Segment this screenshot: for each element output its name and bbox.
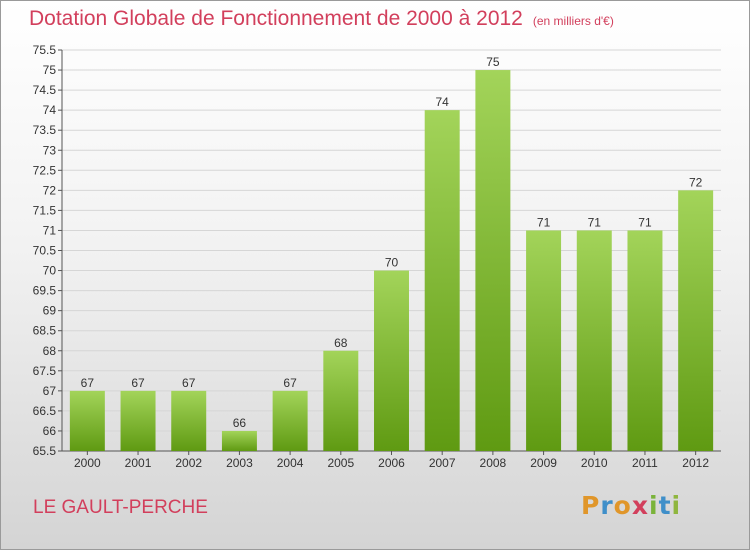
logo-letter: x (631, 491, 649, 520)
logo-letter: i (649, 491, 659, 520)
y-tick-label: 69 (43, 304, 57, 318)
bar (576, 230, 612, 451)
proxiti-logo: Proxiti (581, 491, 681, 520)
data-label: 67 (182, 376, 196, 390)
x-tick-label: 2004 (277, 456, 304, 470)
logo-letter: i (671, 491, 682, 520)
y-tick-label: 73.5 (33, 123, 57, 137)
data-label: 71 (638, 215, 652, 229)
y-tick-label: 66.5 (33, 404, 57, 418)
y-tick-label: 68.5 (33, 324, 57, 338)
x-tick-label: 2007 (429, 456, 456, 470)
y-tick-label: 72 (43, 183, 57, 197)
data-label: 67 (283, 376, 297, 390)
data-label: 71 (537, 215, 551, 229)
x-tick-label: 2006 (378, 456, 405, 470)
y-tick-label: 67 (43, 384, 57, 398)
bar (272, 390, 308, 451)
bar (323, 350, 359, 451)
y-tick-label: 74.5 (33, 83, 57, 97)
y-tick-label: 74 (43, 103, 57, 117)
labels: 65.5 66 66.5 67 67.5 68 68.5 69 69.5 70 70.5 71 71.5… (33, 43, 710, 470)
data-label: 67 (131, 376, 145, 390)
y-tick-label: 65.5 (33, 444, 57, 458)
bar (221, 430, 257, 451)
data-label: 74 (436, 95, 450, 109)
bar (120, 390, 156, 451)
x-tick-label: 2012 (682, 456, 709, 470)
y-tick-label: 71.5 (33, 203, 57, 217)
bar (678, 190, 714, 451)
y-tick-label: 70 (43, 264, 57, 278)
logo-letter: t (658, 491, 672, 520)
commune-name: LE GAULT-PERCHE (33, 497, 208, 518)
chart-unit: (en milliers d'€) (532, 14, 614, 28)
x-tick-label: 2010 (581, 456, 608, 470)
bar (475, 70, 511, 452)
bar (374, 270, 409, 451)
chart-title: Dotation Globale de Fonctionnement de 20… (29, 7, 614, 31)
bar (627, 230, 663, 451)
bar (526, 230, 562, 451)
y-tick-label: 66 (43, 424, 57, 438)
bar (69, 390, 105, 451)
chart-title-text: Dotation Globale de Fonctionnement de 20… (29, 7, 523, 30)
y-tick-label: 68 (43, 344, 57, 358)
data-label: 75 (486, 55, 500, 69)
y-tick-label: 69.5 (33, 284, 57, 298)
y-tick-label: 72.5 (33, 163, 57, 177)
logo-letter: r (600, 491, 614, 520)
data-label: 66 (233, 416, 247, 430)
data-label: 70 (385, 256, 399, 270)
bar (424, 110, 460, 452)
y-tick-label: 71 (43, 223, 57, 237)
data-label: 67 (81, 376, 95, 390)
y-tick-label: 70.5 (33, 244, 57, 258)
y-tick-label: 75.5 (33, 43, 57, 57)
data-label: 72 (689, 175, 703, 189)
y-tick-label: 73 (43, 143, 57, 157)
data-label: 68 (334, 336, 348, 350)
x-tick-label: 2003 (226, 456, 253, 470)
data-label: 71 (588, 215, 602, 229)
x-tick-label: 2008 (480, 456, 507, 470)
bars (69, 70, 714, 452)
y-tick-label: 75 (43, 63, 57, 77)
x-tick-label: 2001 (125, 456, 152, 470)
logo-letter: o (613, 491, 632, 520)
x-tick-label: 2000 (74, 456, 101, 470)
y-tick-label: 67.5 (33, 364, 57, 378)
logo-letter: P (581, 491, 601, 520)
x-tick-label: 2002 (175, 456, 202, 470)
x-tick-label: 2011 (632, 456, 658, 470)
bar (171, 390, 207, 451)
x-tick-label: 2009 (530, 456, 557, 470)
x-tick-label: 2005 (327, 456, 354, 470)
